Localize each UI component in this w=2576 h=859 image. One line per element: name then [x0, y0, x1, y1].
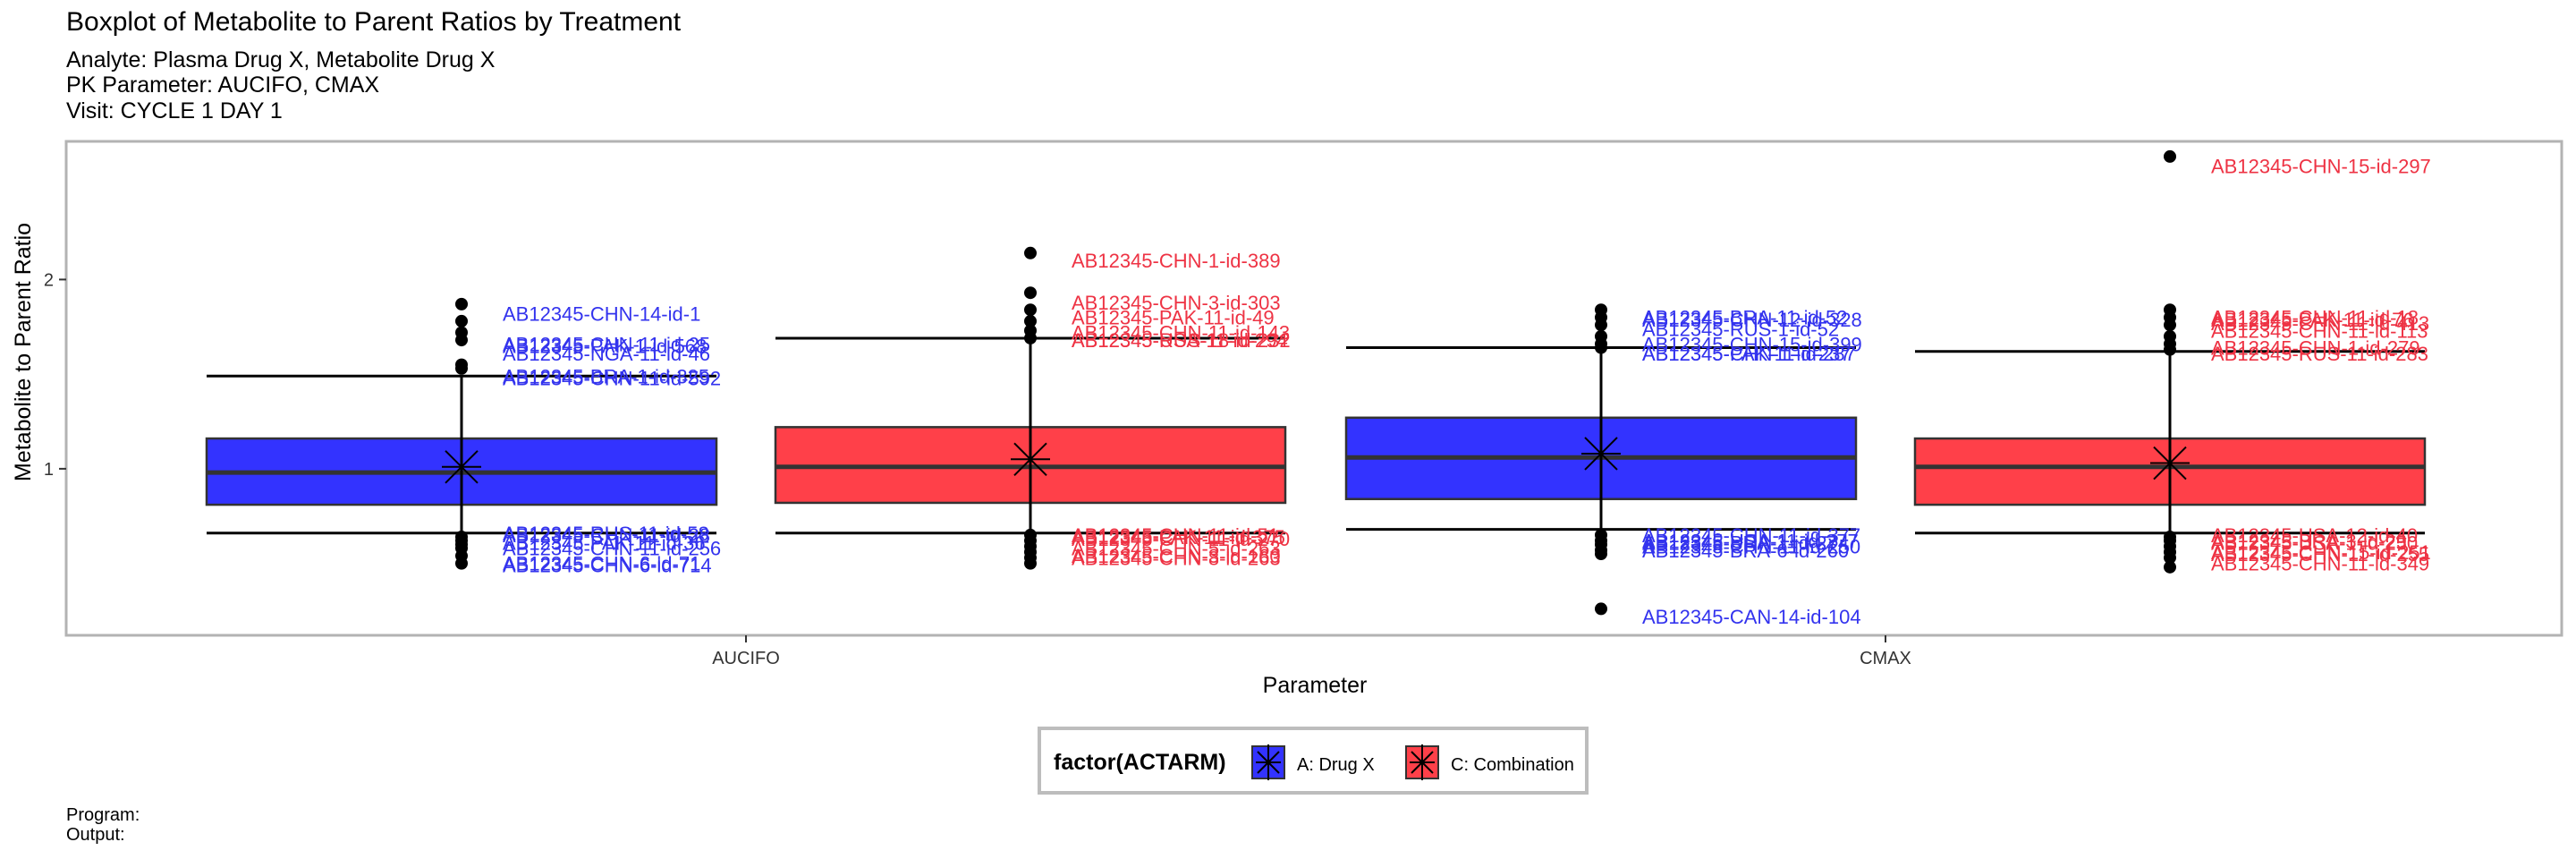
outlier-point-cmax-a-drug-x-11 — [1595, 602, 1607, 616]
x-axis-label: Parameter — [1262, 673, 1368, 698]
outlier-label-ab12345-rus-11-id-58: AB12345-RUS-11-id-58 — [503, 523, 709, 545]
outlier-label-ab12345-pak-11-id-36: AB12345-PAK-11-id-36 — [503, 532, 706, 554]
outlier-point-cmax-c-combination-12 — [2164, 560, 2176, 574]
legend-label-drug-x: A: Drug X — [1297, 755, 1375, 775]
outlier-label-ab12345-can-14-id-104: AB12345-CAN-14-id-104 — [1642, 606, 1861, 628]
outlier-label-ab12345-chn-11-id-28: AB12345-CHN-11-id-28 — [503, 524, 710, 547]
plot-panel-border — [64, 140, 2563, 637]
footer-program: Program: — [66, 805, 140, 825]
outlier-label-ab12345-chn-14-id-1: AB12345-CHN-14-id-1 — [503, 302, 700, 325]
plot-layer: 1 2 AUCIFO CMAX AB12345-CHN-14-id-1 AB12345-C… — [44, 149, 2431, 668]
outlier-label-ab12345-chn-15-id-297: AB12345-CHN-15-id-297 — [2211, 155, 2431, 177]
outlier-label-ab12345-rus-1-id-52: AB12345-RUS-1-id-52 — [1642, 318, 1839, 340]
outlier-point-aucifo-a-drug-x-0 — [455, 297, 468, 310]
outlier-label-ab12345-pak-1-id-568: AB12345-PAK-1-id-568 — [503, 335, 707, 357]
outlier-label-ab12345-chn-11-id-413: AB12345-CHN-11-id-413 — [2211, 312, 2429, 335]
outlier-point-aucifo-c-combination-2 — [1024, 303, 1037, 317]
outlier-label-ab12345-chn-11-id-255: AB12345-CHN-11-id-255 — [2211, 543, 2429, 566]
outlier-label-ab12345-chn-3-id-303: AB12345-CHN-3-id-303 — [1072, 292, 1281, 314]
outlier-point-aucifo-c-combination-5 — [1024, 331, 1037, 344]
outlier-label-ab12345-usa-11-id-277: AB12345-USA-11-id-277 — [1642, 530, 1859, 552]
legend-label-combination: C: Combination — [1451, 755, 1574, 775]
outlier-label-ab12345-usa-1-id-250: AB12345-USA-1-id-250 — [2211, 532, 2418, 554]
outlier-label-ab12345-chn-8-id-263: AB12345-CHN-8-id-263 — [1072, 547, 1281, 569]
outlier-label-ab12345-chn-11-id-143: AB12345-CHN-11-id-143 — [1072, 322, 1290, 344]
outlier-point-aucifo-a-drug-x-11 — [455, 557, 468, 570]
outlier-label-ab12345-chn-11-id-250: AB12345-CHN-11-id-250 — [1642, 536, 1860, 558]
outlier-point-cmax-a-drug-x-5 — [1595, 341, 1607, 354]
outlier-label-ab12345-chn-1-id-279: AB12345-CHN-1-id-279 — [2211, 337, 2420, 360]
outlier-label-ab12345-chn-12-id-328: AB12345-CHN-12-id-328 — [1642, 309, 1862, 331]
outlier-point-aucifo-a-drug-x-1 — [455, 314, 468, 327]
outlier-label-ab12345-pak-11-id-49: AB12345-PAK-11-id-49 — [1072, 307, 1275, 329]
outlier-label-ab12345-pak-11-id-76: AB12345-PAK-11-id-76 — [2211, 309, 2414, 331]
outlier-label-ab12345-chn-15-id-399: AB12345-CHN-15-id-399 — [1642, 333, 1862, 355]
outlier-label-ab12345-nga-11-id-46: AB12345-NGA-11-id-46 — [503, 343, 710, 365]
legend-title: factor(ACTARM) — [1054, 750, 1226, 775]
outlier-label-ab12345-chn-5-id-263: AB12345-CHN-5-id-263 — [1072, 538, 1281, 560]
outlier-label-ab12345-chn-11-id-51: AB12345-CHN-11-id-51 — [1072, 524, 1279, 547]
outlier-label-ab12345-chn-15-id-251: AB12345-CHN-15-id-251 — [2211, 541, 2431, 564]
footer-output: Output: — [66, 825, 125, 845]
x-tick-label-aucifo: AUCIFO — [712, 649, 780, 668]
outlier-label-ab12345-chn-3-id-160: AB12345-CHN-3-id-160 — [1072, 545, 1281, 567]
outlier-label-ab12345-chn-11-id-377: AB12345-CHN-11-id-377 — [1642, 524, 1860, 547]
outlier-label-ab12345-chn-11-id-592: AB12345-CHN-11-id-592 — [503, 367, 721, 389]
outlier-label-ab12345-bra-6-id-260: AB12345-BRA-6-id-260 — [1642, 540, 1849, 562]
outlier-label-ab12345-chn-11-id-18: AB12345-CHN-11-id-18 — [2211, 307, 2419, 329]
x-tick-label-cmax: CMAX — [1860, 649, 1911, 668]
outlier-label-ab12345-rus-18-id-232: AB12345-RUS-18-id-232 — [1072, 329, 1291, 352]
outlier-label-ab12345-chn-11-id-25: AB12345-CHN-11-id-25 — [503, 333, 710, 355]
legend-key-drug-x — [1251, 744, 1285, 780]
outlier-point-aucifo-c-combination-3 — [1024, 314, 1037, 327]
chart-subtitle-analyte: Analyte: Plasma Drug X, Metabolite Drug … — [66, 47, 496, 72]
outlier-label-ab12345-bra-11-id-52: AB12345-BRA-11-id-52 — [1642, 307, 1848, 329]
legend-key-combination — [1405, 744, 1439, 780]
outlier-point-aucifo-c-combination-0 — [1024, 246, 1037, 259]
outlier-point-aucifo-c-combination-11 — [1024, 557, 1037, 570]
outlier-point-aucifo-a-drug-x-3 — [455, 334, 468, 347]
y-tick-label-2: 2 — [44, 270, 54, 290]
outlier-label-ab12345-bra-3-id-29: AB12345-BRA-3-id-29 — [2211, 530, 2407, 552]
outlier-point-cmax-a-drug-x-10 — [1595, 548, 1607, 561]
outlier-label-ab12345-pak-11-id-287: AB12345-PAK-11-id-287 — [1642, 343, 1856, 365]
outlier-point-cmax-c-combination-0 — [2164, 149, 2176, 163]
outlier-label-ab12345-chn-11-id-349: AB12345-CHN-11-id-349 — [2211, 553, 2429, 575]
outlier-point-cmax-c-combination-3 — [2164, 319, 2176, 332]
outlier-label-ab12345-rus-11-id-283: AB12345-RUS-11-id-283 — [2211, 343, 2428, 365]
outlier-label-ab12345-usa-12-id-40: AB12345-USA-12-id-40 — [2211, 524, 2418, 547]
outlier-point-aucifo-a-drug-x-5 — [455, 361, 468, 375]
chart-subtitle-visit: Visit: CYCLE 1 DAY 1 — [66, 98, 283, 123]
outlier-point-aucifo-c-combination-1 — [1024, 286, 1037, 300]
outlier-label-ab12345-chn-11-id-113: AB12345-CHN-11-id-113 — [2211, 319, 2428, 342]
outlier-label-ab12345-bra-1-id-274: AB12345-BRA-1-id-274 — [1642, 532, 1849, 554]
outlier-label-ab12345-chn-11-id-270: AB12345-CHN-11-id-270 — [1072, 528, 1290, 550]
legend: factor(ACTARM) A: Drug X C: Combination — [1038, 727, 1589, 795]
outlier-point-cmax-c-combination-11 — [2164, 551, 2176, 565]
chart-subtitle-pk-parameter: PK Parameter: AUCIFO, CMAX — [66, 72, 380, 98]
outlier-point-cmax-a-drug-x-2 — [1595, 319, 1607, 332]
outlier-label-ab12345-pak-11-id-375: AB12345-PAK-11-id-375 — [1072, 526, 1285, 549]
outlier-label-ab12345-chn-11-id-256: AB12345-CHN-11-id-256 — [503, 538, 721, 560]
outlier-label-ab12345-bra-1-id-325: AB12345-BRA-1-id-325 — [503, 365, 709, 387]
outlier-label-ab12345-chn-1-id-237: AB12345-CHN-1-id-237 — [1642, 343, 1852, 365]
outlier-point-cmax-c-combination-6 — [2164, 343, 2176, 356]
outlier-label-ab12345-chn-1-id-389: AB12345-CHN-1-id-389 — [1072, 250, 1281, 272]
outlier-label-ab12345-chn-6-id-714: AB12345-CHN-6-id-714 — [503, 555, 712, 577]
y-tick-label-1: 1 — [44, 460, 54, 480]
chart-title: Boxplot of Metabolite to Parent Ratios b… — [66, 7, 682, 37]
y-axis-label: Metabolite to Parent Ratio — [11, 222, 36, 481]
outlier-label-ab12345-usa-11-id-294: AB12345-USA-11-id-294 — [1072, 329, 1288, 352]
outlier-label-ab12345-chn-6-id-71: AB12345-CHN-6-id-71 — [503, 553, 700, 575]
